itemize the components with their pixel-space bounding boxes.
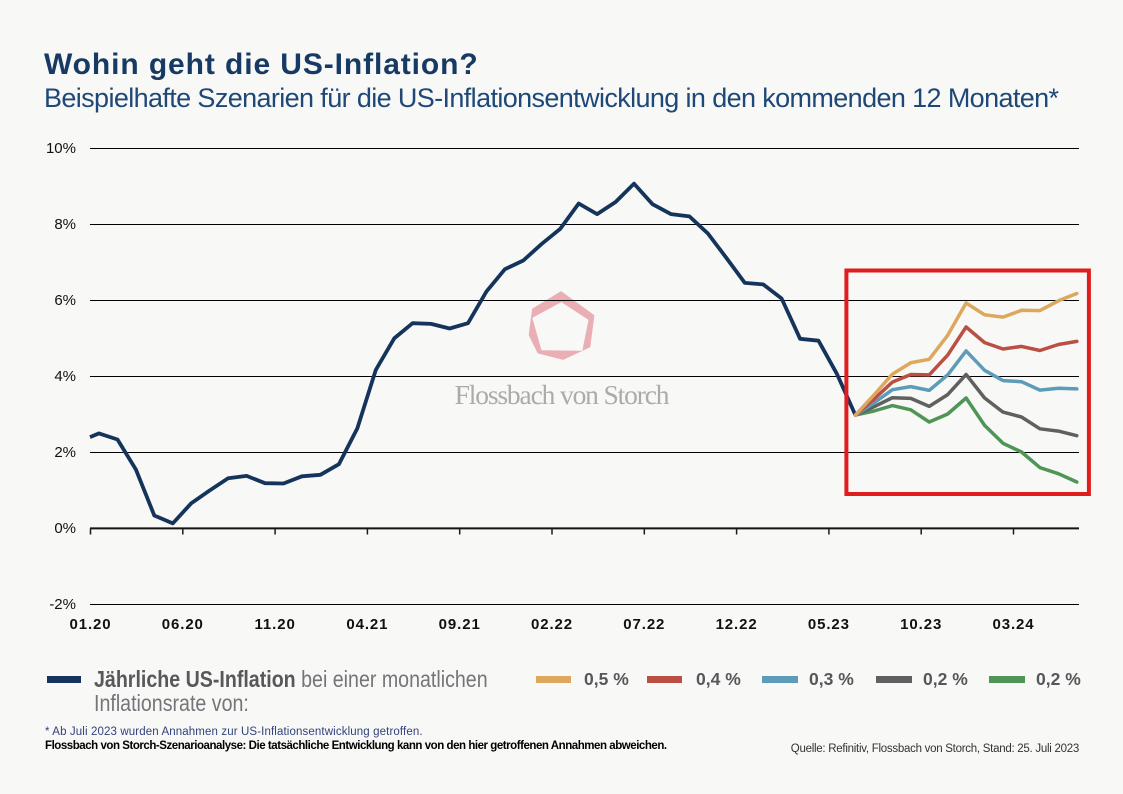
svg-text:02.22: 02.22: [531, 616, 573, 633]
svg-text:4%: 4%: [54, 368, 76, 385]
svg-text:-2%: -2%: [49, 596, 76, 613]
svg-text:11.20: 11.20: [254, 616, 295, 633]
svg-text:01.20: 01.20: [69, 616, 111, 633]
svg-text:0%: 0%: [54, 520, 76, 537]
svg-text:06.20: 06.20: [162, 616, 204, 633]
svg-text:07.22: 07.22: [623, 616, 665, 633]
svg-text:03.24: 03.24: [992, 616, 1034, 633]
svg-text:10%: 10%: [46, 140, 76, 157]
svg-text:6%: 6%: [54, 292, 76, 309]
svg-text:2%: 2%: [54, 444, 76, 461]
svg-text:05.23: 05.23: [808, 616, 850, 633]
svg-text:8%: 8%: [54, 216, 76, 233]
svg-text:Flossbach von Storch: Flossbach von Storch: [455, 379, 670, 410]
svg-text:10.23: 10.23: [900, 616, 942, 633]
svg-text:12.22: 12.22: [716, 616, 758, 633]
svg-text:09.21: 09.21: [439, 616, 481, 633]
svg-text:04.21: 04.21: [346, 616, 388, 633]
